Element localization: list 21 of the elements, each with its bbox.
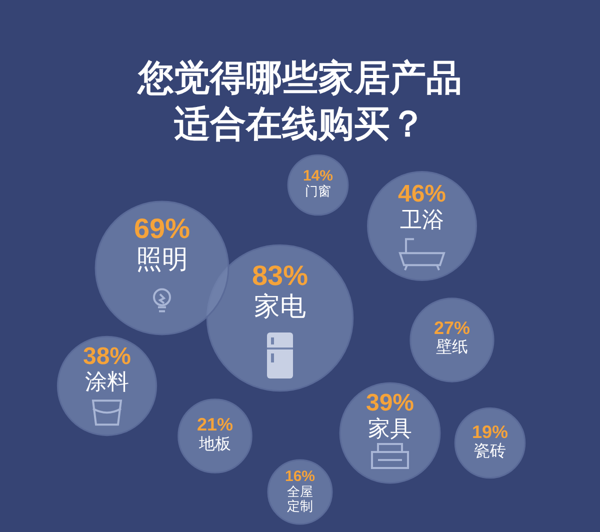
text: 您觉得哪些家居产品适合在线购买？	[136, 58, 462, 145]
category-label: 卫浴	[400, 208, 444, 233]
data-label: 19%	[472, 422, 508, 442]
category-label: 家电	[254, 292, 306, 322]
data-label: 27%	[434, 318, 470, 338]
category-label: 门窗	[305, 183, 331, 200]
data-label: 69%	[134, 213, 190, 244]
data-label: 46%	[398, 180, 446, 208]
category-label: 壁纸	[436, 337, 468, 356]
category-label: 涂料	[85, 370, 129, 396]
category-label: 瓷砖	[474, 441, 506, 460]
category-label: 家具	[368, 416, 412, 442]
data-label: 21%	[196, 414, 234, 434]
data-label: 14%	[302, 168, 334, 185]
data-label: 16%	[284, 468, 316, 485]
category-label: 全屋定制	[287, 484, 313, 515]
category-label: 照明	[136, 244, 188, 275]
data-label: 38%	[82, 342, 132, 370]
category-label: 地板	[198, 434, 231, 453]
data-label: 83%	[252, 260, 308, 292]
data-label: 39%	[366, 390, 414, 417]
